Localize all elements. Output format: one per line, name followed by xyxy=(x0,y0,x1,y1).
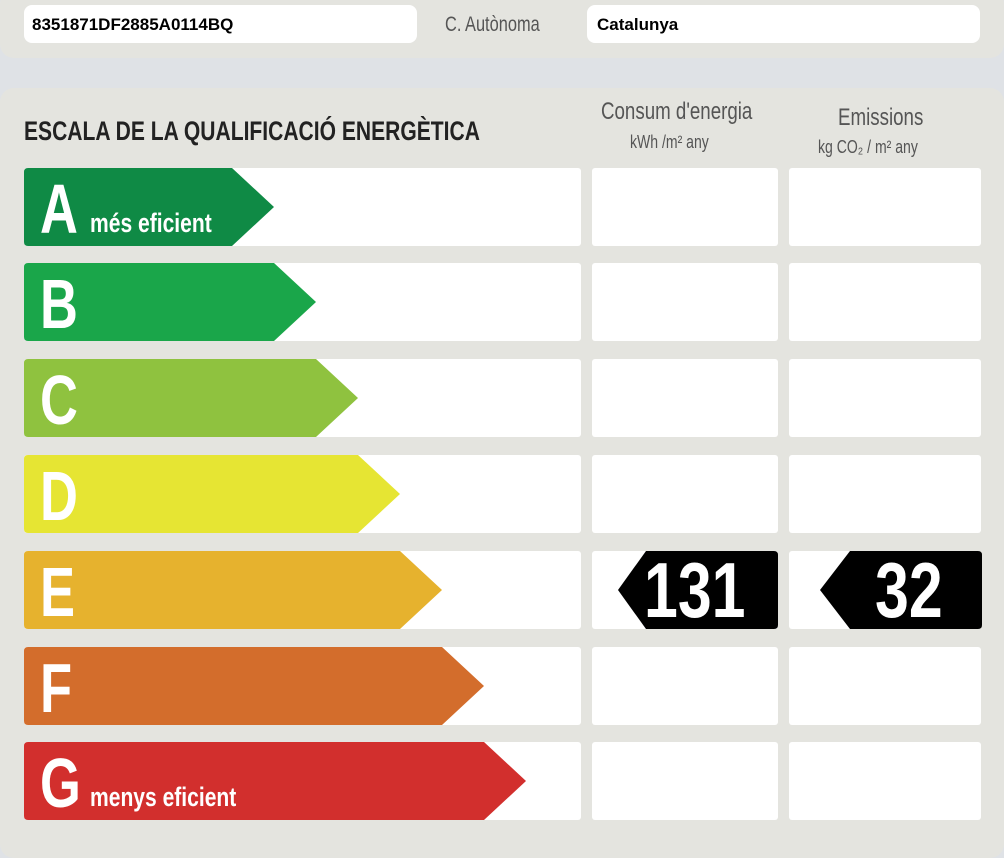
emissions-value-cell xyxy=(789,647,981,725)
energy-class-row-f: F xyxy=(24,647,981,727)
class-arrow-c xyxy=(24,359,358,437)
emissions-rating-value: 32 xyxy=(875,546,943,634)
class-arrow-a xyxy=(24,168,274,246)
energy-value-cell xyxy=(592,263,778,341)
region-label: C. Autònoma xyxy=(445,13,540,36)
region-field[interactable]: Catalunya xyxy=(587,5,980,43)
energy-column-unit: kWh /m² any xyxy=(630,132,709,152)
class-arrow-g xyxy=(24,742,526,820)
energy-class-row-b: B xyxy=(24,263,981,343)
class-letter: F xyxy=(40,649,73,727)
class-letter: G xyxy=(40,744,81,822)
energy-class-row-d: D xyxy=(24,455,981,535)
class-arrow-b xyxy=(24,263,316,341)
class-letter: B xyxy=(40,265,78,343)
energy-value-cell xyxy=(592,742,778,820)
energy-value-cell xyxy=(592,455,778,533)
reference-field[interactable]: 8351871DF2885A0114BQ xyxy=(24,5,417,43)
class-letter: A xyxy=(40,170,78,248)
energy-value-cell xyxy=(592,359,778,437)
energy-rating-marker xyxy=(618,551,778,629)
energy-column-title: Consum d'energia xyxy=(601,98,753,125)
class-note: més eficient xyxy=(90,208,212,238)
class-letter: D xyxy=(40,457,78,535)
class-arrow-f xyxy=(24,647,484,725)
emissions-value-cell xyxy=(789,742,981,820)
scale-title: ESCALA DE LA QUALIFICACIÓ ENERGÈTICA xyxy=(24,116,480,146)
class-letter: C xyxy=(40,361,78,439)
class-note: menys eficient xyxy=(90,782,237,812)
emissions-value-cell xyxy=(789,359,981,437)
class-arrow-d xyxy=(24,455,400,533)
emissions-column-unit: kg CO₂ / m² any xyxy=(818,137,918,157)
class-letter: E xyxy=(40,553,76,631)
class-arrow-e xyxy=(24,551,442,629)
emissions-column-title: Emissions xyxy=(838,104,924,131)
energy-class-row-e: E 131 32 xyxy=(24,546,982,634)
reference-value: 8351871DF2885A0114BQ xyxy=(32,15,234,34)
energy-rating-value: 131 xyxy=(644,546,746,634)
emissions-value-cell xyxy=(789,168,981,246)
energy-class-row-c: C xyxy=(24,359,981,439)
energy-value-cell xyxy=(592,647,778,725)
energy-value-cell xyxy=(592,168,778,246)
region-value: Catalunya xyxy=(597,15,679,34)
emissions-value-cell xyxy=(789,263,981,341)
emissions-rating-marker xyxy=(820,551,982,629)
emissions-value-cell xyxy=(789,455,981,533)
